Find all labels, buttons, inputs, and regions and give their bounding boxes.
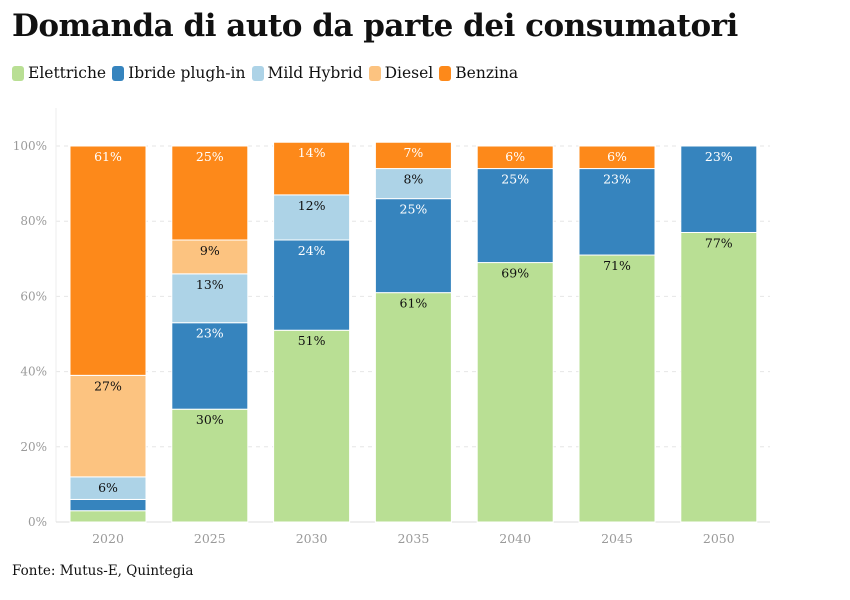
x-tick-label: 2025 [194, 531, 226, 546]
legend-item: Mild Hybrid [251, 64, 363, 82]
data-label: 77% [705, 235, 733, 250]
x-tick-label: 2020 [92, 531, 124, 546]
legend-label: Elettriche [28, 64, 107, 82]
data-label: 25% [400, 202, 428, 217]
bar-segment [171, 408, 249, 523]
legend-label: Diesel [384, 64, 434, 82]
legend-label: Mild Hybrid [267, 64, 363, 82]
bar-segment [171, 145, 249, 241]
y-tick-label: 60% [20, 289, 47, 303]
legend-item: Elettriche [12, 64, 106, 82]
bar-segment [578, 145, 656, 170]
data-label: 23% [603, 172, 631, 187]
data-label: 12% [298, 198, 326, 213]
source-note: Fonte: Mutus-E, Quintegia [12, 563, 194, 579]
chart-title: Domanda di auto da parte dei consumatori [12, 8, 738, 44]
data-label: 8% [403, 172, 423, 187]
data-label: 25% [501, 172, 529, 187]
legend: Elettriche Ibride plugh-in Mild Hybrid Dies… [12, 64, 524, 82]
data-label: 14% [298, 145, 326, 160]
data-label: 6% [607, 149, 627, 164]
bar-segment [69, 510, 147, 523]
bar-segment [273, 329, 351, 523]
y-tick-label: 0% [28, 515, 47, 529]
data-label: 51% [298, 333, 326, 348]
data-label: 71% [603, 258, 631, 273]
legend-swatch [251, 65, 264, 81]
bar-segment [273, 141, 351, 196]
x-tick-label: 2040 [499, 531, 531, 546]
data-label: 69% [501, 266, 529, 281]
legend-swatch [12, 65, 24, 81]
bar-segment [578, 254, 656, 523]
legend-label: Ibride plugh-in [128, 64, 246, 82]
data-label: 23% [705, 149, 733, 164]
data-label: 25% [196, 149, 224, 164]
bar-segment [171, 273, 249, 324]
legend-item: Ibride plugh-in [112, 64, 246, 82]
bar-segment [374, 168, 452, 200]
data-label: 7% [403, 145, 423, 160]
legend-swatch [439, 65, 452, 81]
data-label: 61% [400, 296, 428, 311]
data-label: 13% [196, 277, 224, 292]
bar-segment [171, 239, 249, 275]
y-tick-label: 20% [20, 440, 47, 454]
bar-segment [680, 145, 758, 233]
data-label: 24% [298, 243, 326, 258]
bar-segment [476, 168, 554, 264]
y-tick-label: 40% [20, 365, 47, 379]
bar-segment [374, 141, 452, 170]
legend-item: Benzina [439, 64, 518, 82]
data-label: 61% [94, 149, 122, 164]
bar-segment [69, 498, 147, 512]
data-label: 9% [200, 243, 220, 258]
bar-segment [476, 262, 554, 523]
bar-segment [578, 168, 656, 256]
data-label: 23% [196, 326, 224, 341]
bar-segment [476, 145, 554, 170]
x-tick-label: 2045 [601, 531, 633, 546]
data-label: 6% [505, 149, 525, 164]
legend-label: Benzina [455, 64, 519, 82]
y-tick-label: 100% [13, 139, 47, 153]
x-tick-label: 2035 [397, 531, 429, 546]
bar-segment [680, 231, 758, 523]
bar-segment [69, 145, 147, 376]
bar-segment [69, 374, 147, 478]
bar-segment [374, 292, 452, 523]
legend-swatch [112, 65, 125, 81]
data-label: 6% [98, 480, 118, 495]
x-tick-label: 2050 [703, 531, 735, 546]
bar-segment [374, 198, 452, 294]
legend-item: Diesel [368, 64, 434, 82]
x-tick-label: 2030 [296, 531, 328, 546]
data-label: 27% [94, 378, 122, 393]
bar-segment [273, 194, 351, 241]
y-tick-label: 80% [20, 214, 47, 228]
data-label: 30% [196, 412, 224, 427]
legend-swatch [368, 65, 381, 81]
